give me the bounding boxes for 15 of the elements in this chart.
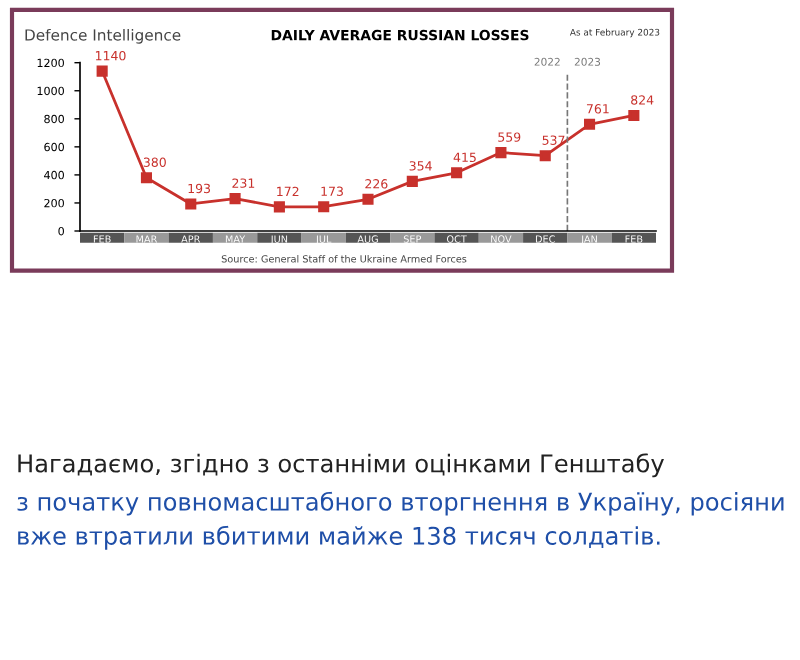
point — [362, 193, 374, 205]
point — [451, 167, 463, 179]
point — [229, 193, 241, 205]
point — [583, 118, 596, 130]
point — [96, 65, 108, 77]
text: з початку повномасштабного вторгнення в Україну, росіяни вже втратили вбитими майже 138 тисяч солдатів. — [17, 491, 784, 550]
point — [628, 109, 640, 121]
text: Нагадаємо, згідно з останніми оцінками Генштабу — [18, 453, 664, 478]
point — [185, 198, 197, 210]
point — [539, 150, 551, 162]
point — [406, 175, 418, 187]
point — [495, 147, 507, 159]
point — [273, 201, 285, 213]
point — [140, 172, 153, 184]
point — [318, 201, 330, 213]
